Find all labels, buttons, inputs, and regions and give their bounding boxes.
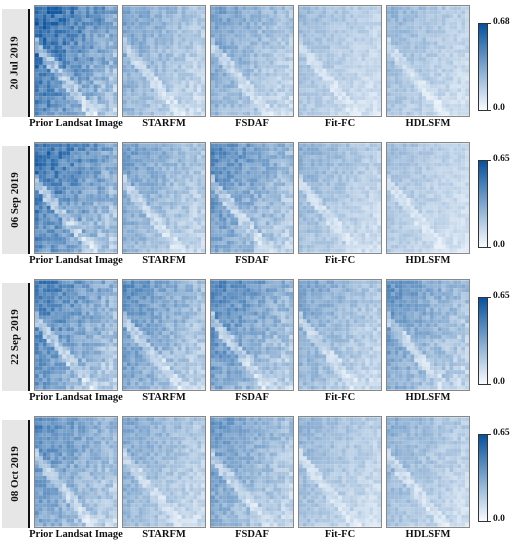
row-date-text: 20 Jul 2019 (9, 36, 21, 90)
reflectance-map (210, 5, 294, 117)
panel-caption: STARFM (142, 118, 186, 129)
image-panel: Fit-FC (298, 416, 382, 546)
reflectance-map (34, 279, 118, 391)
colorbar-min-label: 0.0 (493, 377, 505, 387)
panel-caption: FSDAF (235, 255, 269, 266)
panel-caption: Prior Landsat Image (29, 118, 123, 129)
panel-caption: HDLSFM (405, 255, 451, 266)
image-panel: STARFM (122, 5, 206, 135)
image-panel: HDLSFM (386, 142, 470, 272)
panel-caption: Fit-FC (324, 118, 356, 129)
reflectance-map (122, 416, 206, 528)
colorbar-min-label: 0.0 (493, 240, 505, 250)
image-panel: Prior Landsat Image (29, 416, 123, 546)
reflectance-map (34, 142, 118, 254)
reflectance-map (34, 416, 118, 528)
row-date-label: 20 Jul 2019 (2, 9, 30, 117)
colorbar-tick (487, 521, 491, 522)
panel-caption: Fit-FC (324, 255, 356, 266)
panel-caption: FSDAF (235, 392, 269, 403)
colorbar (478, 297, 488, 385)
reflectance-map (298, 416, 382, 528)
row-date-text: 06 Sep 2019 (9, 172, 21, 228)
reflectance-map (386, 5, 470, 117)
panel-caption: HDLSFM (405, 392, 451, 403)
row-date-label: 06 Sep 2019 (2, 146, 30, 254)
image-panel: STARFM (122, 279, 206, 409)
image-panel: Fit-FC (298, 279, 382, 409)
image-panel: Prior Landsat Image (29, 279, 123, 409)
reflectance-map (122, 279, 206, 391)
figure-row: 22 Sep 2019 Prior Landsat Image STARFM FSDA… (0, 279, 512, 409)
image-panel: Prior Landsat Image (29, 5, 123, 135)
image-panel: Fit-FC (298, 5, 382, 135)
image-panel: Prior Landsat Image (29, 142, 123, 272)
reflectance-map (386, 416, 470, 528)
panel-caption: Fit-FC (324, 529, 356, 540)
reflectance-map (122, 5, 206, 117)
colorbar-tick (487, 384, 491, 385)
colorbar (478, 434, 488, 522)
reflectance-map (122, 142, 206, 254)
colorbar-tick (487, 160, 491, 161)
panel-caption: Prior Landsat Image (29, 392, 123, 403)
reflectance-map (386, 142, 470, 254)
image-panel: FSDAF (210, 416, 294, 546)
colorbar-min-label: 0.0 (493, 514, 505, 524)
row-date-text: 22 Sep 2019 (9, 309, 21, 365)
panel-caption: STARFM (142, 392, 186, 403)
panel-caption: HDLSFM (405, 529, 451, 540)
image-panel: FSDAF (210, 279, 294, 409)
panel-caption: HDLSFM (405, 118, 451, 129)
colorbar-max-label: 0.65 (493, 428, 510, 438)
reflectance-map (298, 5, 382, 117)
row-date-label: 08 Oct 2019 (2, 420, 30, 528)
image-panel: HDLSFM (386, 5, 470, 135)
panel-caption: Fit-FC (324, 392, 356, 403)
row-date-text: 08 Oct 2019 (9, 446, 22, 502)
colorbar-max-label: 0.65 (493, 291, 510, 301)
image-panel: FSDAF (210, 5, 294, 135)
colorbar-tick (487, 297, 491, 298)
reflectance-map (298, 279, 382, 391)
figure-row: 08 Oct 2019 Prior Landsat Image STARFM FSDA… (0, 416, 512, 546)
panel-caption: Prior Landsat Image (29, 255, 123, 266)
colorbar (478, 160, 488, 248)
panel-caption: FSDAF (235, 529, 269, 540)
panel-caption: FSDAF (235, 118, 269, 129)
colorbar-tick (487, 247, 491, 248)
panel-caption: STARFM (142, 529, 186, 540)
figure-row: 06 Sep 2019 Prior Landsat Image STARFM FSDA… (0, 142, 512, 272)
reflectance-map (210, 142, 294, 254)
image-panel: STARFM (122, 142, 206, 272)
image-panel: STARFM (122, 416, 206, 546)
reflectance-map (210, 416, 294, 528)
reflectance-map (386, 279, 470, 391)
colorbar-min-label: 0.0 (493, 103, 505, 113)
colorbar-max-label: 0.65 (493, 154, 510, 164)
figure-row: 20 Jul 2019 Prior Landsat Image STARFM FSDA… (0, 5, 512, 135)
colorbar-tick (487, 110, 491, 111)
image-panel: FSDAF (210, 142, 294, 272)
colorbar-tick (487, 23, 491, 24)
image-panel: HDLSFM (386, 416, 470, 546)
reflectance-map (298, 142, 382, 254)
colorbar (478, 23, 488, 111)
panel-caption: STARFM (142, 255, 186, 266)
row-date-label: 22 Sep 2019 (2, 283, 30, 391)
colorbar-tick (487, 434, 491, 435)
image-panel: Fit-FC (298, 142, 382, 272)
reflectance-map (210, 279, 294, 391)
reflectance-map (34, 5, 118, 117)
panel-caption: Prior Landsat Image (29, 529, 123, 540)
image-panel: HDLSFM (386, 279, 470, 409)
colorbar-max-label: 0.68 (493, 17, 510, 27)
